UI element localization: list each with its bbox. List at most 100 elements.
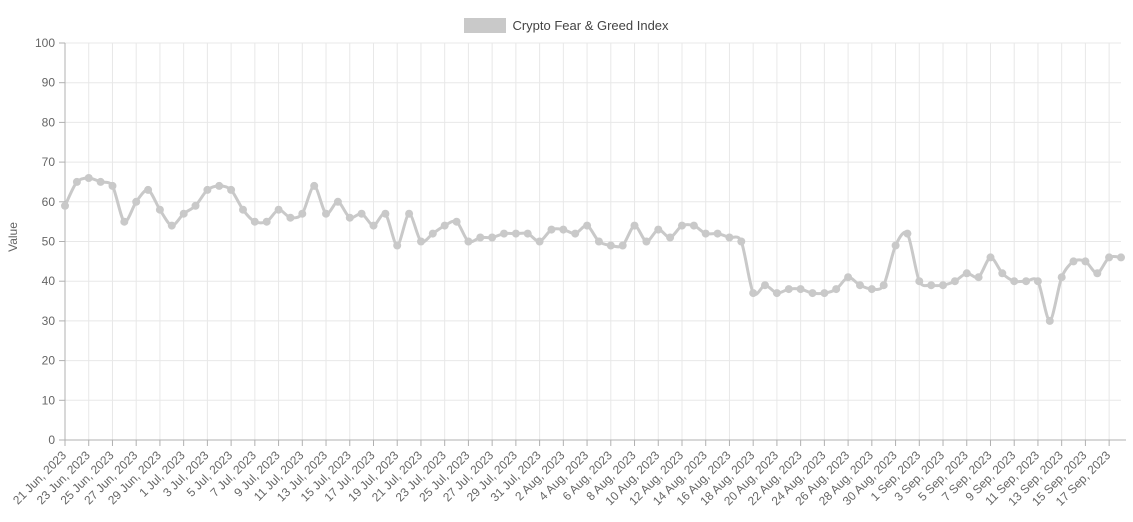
- data-point[interactable]: [61, 201, 69, 210]
- data-point[interactable]: [879, 281, 888, 290]
- data-point[interactable]: [1033, 277, 1042, 286]
- data-point[interactable]: [559, 225, 568, 234]
- data-point[interactable]: [856, 281, 864, 290]
- data-point[interactable]: [1093, 269, 1102, 278]
- data-point[interactable]: [761, 281, 769, 290]
- data-point[interactable]: [96, 177, 105, 186]
- data-point[interactable]: [1010, 277, 1019, 286]
- data-point[interactable]: [974, 273, 983, 282]
- data-point[interactable]: [227, 185, 236, 194]
- data-point[interactable]: [155, 205, 164, 214]
- data-point[interactable]: [84, 174, 93, 182]
- data-point[interactable]: [820, 289, 829, 298]
- data-point[interactable]: [452, 217, 461, 226]
- data-point[interactable]: [179, 209, 188, 218]
- data-point[interactable]: [737, 237, 746, 246]
- data-point[interactable]: [713, 229, 722, 238]
- data-point[interactable]: [393, 241, 402, 250]
- data-point[interactable]: [274, 205, 283, 214]
- data-point[interactable]: [262, 217, 271, 226]
- data-point[interactable]: [1022, 277, 1031, 286]
- data-point[interactable]: [1117, 253, 1125, 262]
- data-point[interactable]: [357, 209, 366, 218]
- svg-text:60: 60: [42, 195, 56, 209]
- data-point[interactable]: [998, 269, 1007, 278]
- data-point[interactable]: [701, 229, 710, 238]
- data-point[interactable]: [903, 229, 912, 238]
- data-point[interactable]: [511, 229, 520, 238]
- data-point[interactable]: [594, 237, 603, 246]
- data-point[interactable]: [832, 285, 841, 294]
- data-point[interactable]: [440, 221, 449, 230]
- data-point[interactable]: [915, 277, 924, 286]
- data-point[interactable]: [298, 209, 307, 218]
- data-point[interactable]: [381, 209, 390, 218]
- data-point[interactable]: [678, 221, 686, 230]
- data-point[interactable]: [464, 237, 473, 246]
- svg-text:90: 90: [42, 76, 56, 90]
- data-point[interactable]: [1105, 253, 1114, 262]
- svg-text:20: 20: [42, 354, 56, 368]
- data-point[interactable]: [547, 225, 556, 234]
- data-point[interactable]: [1045, 316, 1054, 325]
- legend-label: Crypto Fear & Greed Index: [512, 18, 669, 33]
- data-point[interactable]: [891, 241, 900, 250]
- data-point[interactable]: [523, 229, 532, 238]
- data-point[interactable]: [203, 185, 212, 194]
- data-point[interactable]: [345, 213, 354, 222]
- data-point[interactable]: [808, 289, 817, 298]
- data-point[interactable]: [583, 221, 592, 230]
- data-point[interactable]: [167, 221, 176, 230]
- data-point[interactable]: [144, 185, 153, 194]
- data-point[interactable]: [1081, 257, 1090, 266]
- data-point[interactable]: [310, 181, 319, 190]
- data-point[interactable]: [927, 281, 936, 290]
- data-point[interactable]: [1057, 273, 1066, 282]
- data-point[interactable]: [725, 233, 734, 242]
- data-point[interactable]: [428, 229, 437, 238]
- data-point[interactable]: [772, 289, 781, 298]
- data-point[interactable]: [72, 177, 81, 186]
- data-point[interactable]: [606, 241, 615, 250]
- data-point[interactable]: [571, 229, 580, 238]
- data-point[interactable]: [476, 233, 485, 242]
- data-point[interactable]: [250, 217, 259, 226]
- data-point[interactable]: [239, 205, 247, 214]
- svg-text:30: 30: [42, 314, 56, 328]
- data-point[interactable]: [286, 213, 295, 222]
- data-point[interactable]: [867, 285, 876, 294]
- data-point[interactable]: [749, 289, 758, 298]
- data-point[interactable]: [417, 237, 425, 246]
- data-point[interactable]: [120, 217, 129, 226]
- data-point[interactable]: [132, 197, 141, 206]
- data-point[interactable]: [618, 241, 627, 250]
- data-point[interactable]: [642, 237, 651, 246]
- data-point[interactable]: [630, 221, 639, 230]
- data-point[interactable]: [689, 221, 698, 230]
- data-point[interactable]: [962, 269, 971, 278]
- data-point[interactable]: [405, 209, 414, 218]
- data-point[interactable]: [1069, 257, 1078, 266]
- data-point[interactable]: [108, 181, 117, 190]
- data-point[interactable]: [322, 209, 330, 218]
- svg-text:50: 50: [42, 235, 56, 249]
- data-point[interactable]: [215, 181, 224, 190]
- data-point[interactable]: [666, 233, 675, 242]
- data-point[interactable]: [939, 281, 947, 290]
- data-point[interactable]: [369, 221, 378, 230]
- data-point[interactable]: [796, 285, 805, 294]
- chart-legend[interactable]: Crypto Fear & Greed Index: [0, 18, 1133, 33]
- data-point[interactable]: [333, 197, 342, 206]
- data-point[interactable]: [784, 285, 793, 294]
- data-point[interactable]: [844, 273, 853, 282]
- y-tick-labels: 0 10 20 30 40 50 60 70 80 90 100: [35, 36, 55, 447]
- data-point[interactable]: [191, 201, 200, 210]
- data-point[interactable]: [950, 277, 959, 286]
- data-point[interactable]: [654, 225, 663, 234]
- data-point[interactable]: [986, 253, 995, 262]
- data-point[interactable]: [488, 233, 497, 242]
- data-point[interactable]: [500, 229, 508, 238]
- data-point[interactable]: [535, 237, 544, 246]
